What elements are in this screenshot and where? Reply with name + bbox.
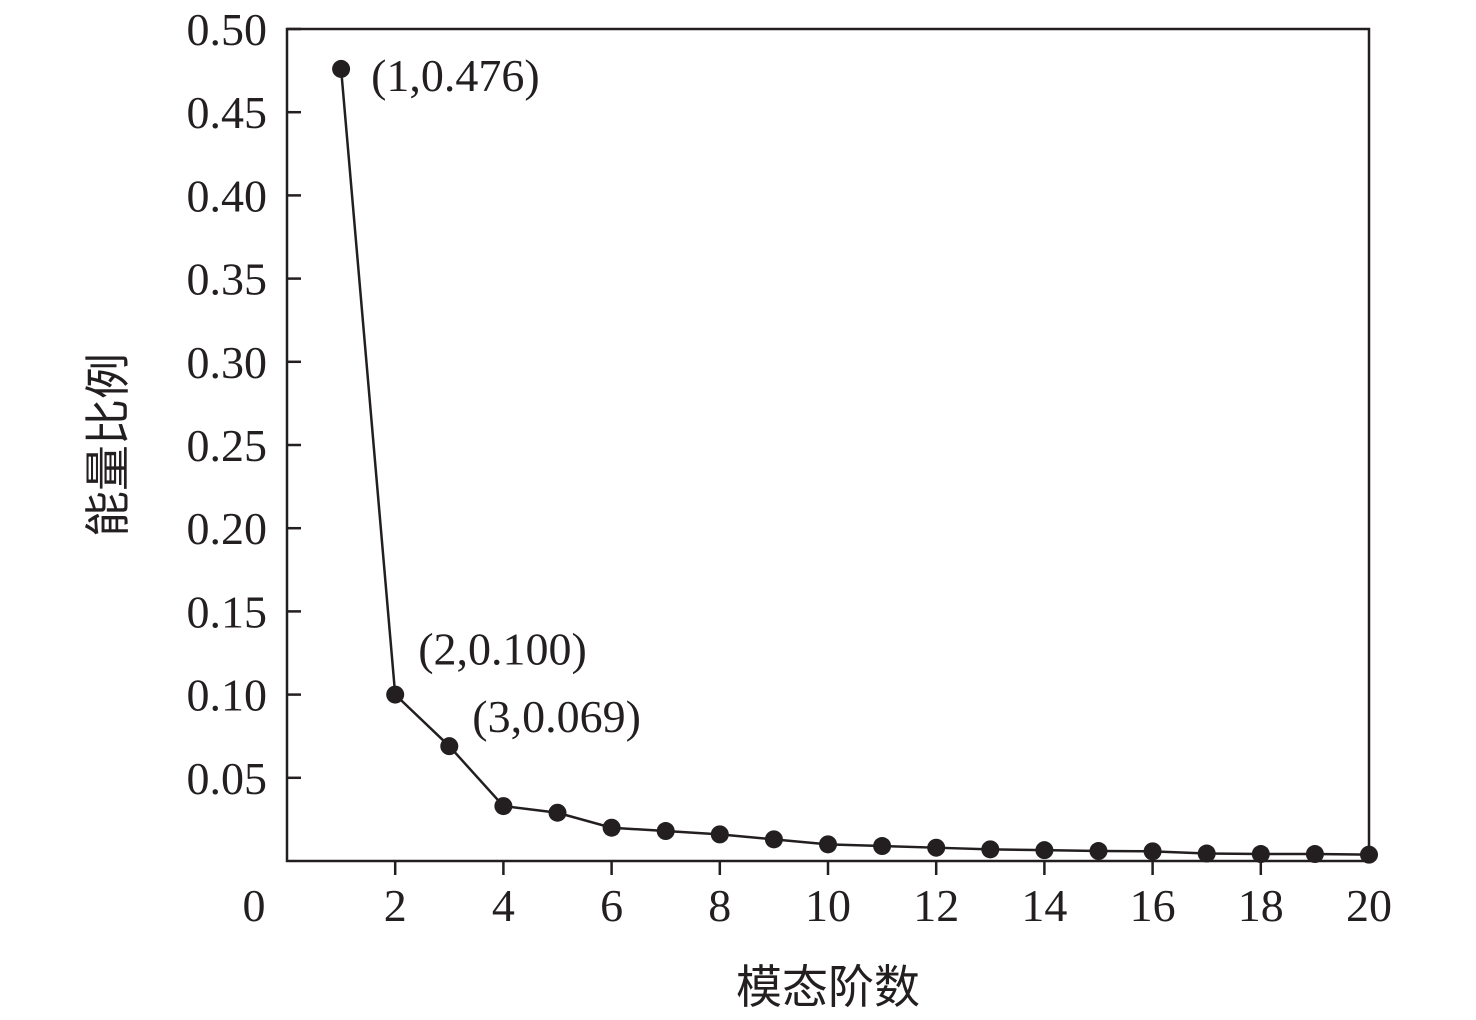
data-point [710, 825, 729, 844]
data-point [1143, 842, 1162, 861]
x-tick-label: 10 [805, 880, 851, 931]
y-tick-label: 0.40 [187, 170, 268, 221]
x-tick-label: 12 [913, 880, 959, 931]
y-tick-label: 0.15 [187, 586, 268, 637]
x-tick-label: 0 [243, 880, 266, 931]
y-tick-label: 0.25 [187, 420, 268, 471]
data-points [332, 59, 1378, 864]
y-axis: 0.05 0.10 0.15 0.20 0.25 0.30 0.35 0.40 0.45 0.50 [187, 4, 301, 804]
y-tick-label: 0.45 [187, 87, 268, 138]
series-line [339, 68, 1370, 856]
y-tick-label: 0.30 [187, 337, 268, 388]
point-annotation: (3,0.069) [472, 691, 641, 742]
x-tick-label: 4 [492, 880, 515, 931]
data-point [981, 840, 1000, 859]
x-tick-label: 6 [600, 880, 623, 931]
x-tick-label: 18 [1238, 880, 1284, 931]
x-tick-label: 14 [1021, 880, 1067, 931]
y-tick-label: 0.10 [187, 670, 268, 721]
x-tick-label: 16 [1130, 880, 1176, 931]
data-point [602, 818, 621, 837]
data-point [927, 838, 946, 857]
data-point [819, 835, 837, 854]
data-point [764, 830, 783, 849]
x-axis: 0 2 4 6 8 10 12 14 16 18 20 [243, 861, 1392, 931]
x-tick-label: 20 [1346, 880, 1392, 931]
data-point [1089, 842, 1108, 861]
y-tick-label: 0.50 [187, 4, 268, 55]
data-point [1197, 844, 1216, 863]
data-point [1251, 845, 1270, 864]
data-point [873, 837, 892, 856]
data-point [1305, 845, 1324, 864]
data-point [386, 685, 405, 704]
x-tick-label: 8 [708, 880, 731, 931]
data-point [656, 822, 675, 841]
y-tick-label: 0.05 [187, 753, 268, 804]
point-annotation: (1,0.476) [371, 50, 540, 101]
data-point [332, 59, 351, 78]
plot-frame [285, 27, 1371, 863]
y-tick-label: 0.20 [187, 503, 268, 554]
data-point [494, 797, 513, 816]
data-point [548, 803, 567, 822]
data-point [440, 737, 459, 756]
point-annotation: (2,0.100) [418, 624, 587, 675]
y-tick-label: 0.35 [187, 254, 268, 305]
data-point [1035, 841, 1054, 860]
x-tick-label: 2 [384, 880, 407, 931]
x-axis-title: 模态阶数 [736, 960, 920, 1014]
y-axis-title: 能量比例 [81, 353, 135, 537]
data-point [1360, 845, 1378, 864]
annotations: (1,0.476) (2,0.100) (3,0.069) [371, 50, 641, 742]
